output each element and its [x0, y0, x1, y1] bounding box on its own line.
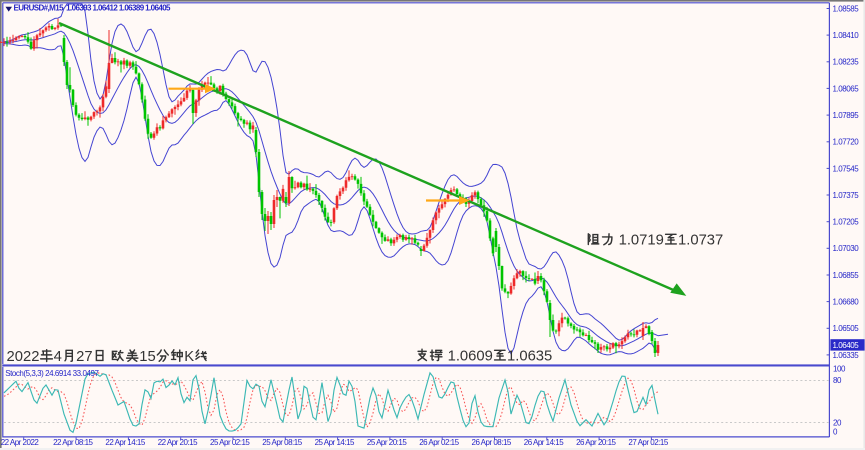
svg-text:1.08065: 1.08065 [833, 84, 860, 93]
svg-text:25 Apr 20:15: 25 Apr 20:15 [367, 438, 407, 447]
svg-text:22 Apr 20:15: 22 Apr 20:15 [158, 438, 198, 447]
svg-text:26 Apr 08:15: 26 Apr 08:15 [472, 438, 512, 447]
svg-text:1.06505: 1.06505 [833, 324, 860, 333]
svg-text:22 Apr 14:15: 22 Apr 14:15 [105, 438, 145, 447]
svg-text:1.08235: 1.08235 [833, 58, 860, 67]
svg-text:1.06335: 1.06335 [833, 351, 860, 360]
svg-text:0: 0 [833, 428, 838, 437]
svg-text:1.06405: 1.06405 [833, 341, 860, 350]
svg-text:26 Apr 14:15: 26 Apr 14:15 [524, 438, 564, 447]
svg-text:20: 20 [833, 419, 842, 428]
svg-text:EURUSD#,M15 1.06393 1.06412 1: EURUSD#,M15 1.06393 1.06412 1.06389 1.06… [14, 3, 172, 12]
svg-text:26 Apr 02:15: 26 Apr 02:15 [419, 438, 459, 447]
svg-text:1.06680: 1.06680 [833, 298, 860, 307]
svg-text:1.0635: 1.0635 [507, 349, 552, 365]
svg-text:1.07375: 1.07375 [833, 191, 860, 200]
svg-text:1.0719: 1.0719 [619, 233, 664, 249]
svg-text:1.06855: 1.06855 [833, 271, 860, 280]
svg-text:1.07895: 1.07895 [833, 111, 860, 120]
svg-text:26 Apr 20:15: 26 Apr 20:15 [576, 438, 616, 447]
svg-text:15: 15 [139, 349, 155, 365]
svg-text:1.07030: 1.07030 [833, 244, 860, 253]
svg-text:27 Apr 02:15: 27 Apr 02:15 [628, 438, 668, 447]
svg-text:80: 80 [833, 376, 842, 385]
svg-text:25 Apr 02:15: 25 Apr 02:15 [210, 438, 250, 447]
svg-text:22 Apr 2022: 22 Apr 2022 [1, 438, 40, 447]
svg-text:27: 27 [76, 349, 92, 365]
svg-text:Stoch(5,3,3) 24.6914 33.0497: Stoch(5,3,3) 24.6914 33.0497 [5, 369, 99, 378]
svg-text:1.07545: 1.07545 [833, 164, 860, 173]
svg-text:100: 100 [833, 365, 846, 374]
svg-text:1.0737: 1.0737 [678, 233, 723, 249]
svg-text:22 Apr 08:15: 22 Apr 08:15 [53, 438, 93, 447]
svg-text:25 Apr 14:15: 25 Apr 14:15 [315, 438, 355, 447]
svg-text:4: 4 [54, 349, 62, 365]
svg-text:25 Apr 08:15: 25 Apr 08:15 [262, 438, 302, 447]
svg-text:1.07205: 1.07205 [833, 218, 860, 227]
svg-text:1.07720: 1.07720 [833, 138, 860, 147]
svg-text:1.08410: 1.08410 [833, 31, 860, 40]
svg-text:K: K [184, 349, 194, 365]
svg-text:1.0609: 1.0609 [448, 349, 493, 365]
svg-text:1.08585: 1.08585 [833, 4, 860, 13]
svg-text:2022: 2022 [7, 349, 40, 365]
